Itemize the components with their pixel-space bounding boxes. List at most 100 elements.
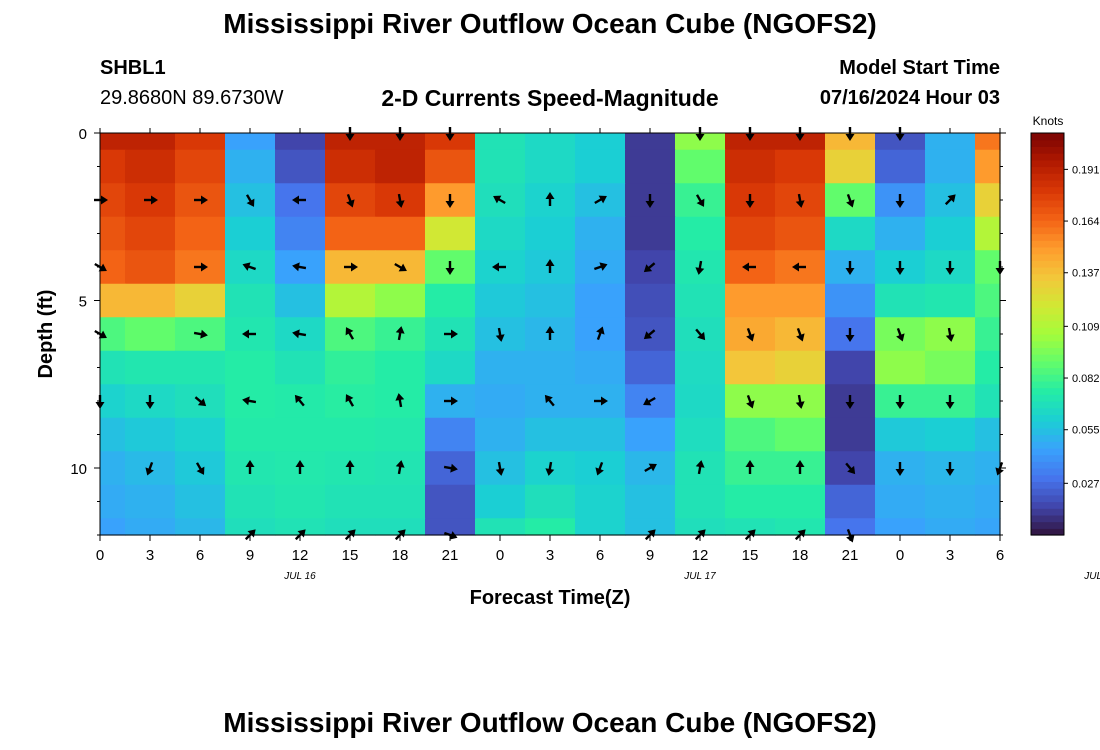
current-arrow-shaft bbox=[896, 327, 902, 337]
heatmap-cell bbox=[475, 484, 526, 519]
heatmap-cell bbox=[325, 518, 376, 536]
current-arrow-head bbox=[742, 262, 749, 272]
current-arrow-shaft bbox=[193, 331, 203, 336]
current-arrow-head bbox=[596, 326, 605, 335]
current-arrow bbox=[245, 460, 255, 474]
heatmap-cell bbox=[425, 518, 476, 536]
current-arrow-shaft bbox=[596, 331, 602, 341]
colorbar-swatch bbox=[1031, 347, 1064, 355]
colorbar-swatch bbox=[1031, 179, 1064, 188]
colorbar-swatch bbox=[1031, 193, 1064, 201]
current-arrow-head bbox=[292, 195, 299, 205]
current-arrow bbox=[194, 195, 208, 205]
current-arrow-head bbox=[695, 460, 705, 468]
current-arrow-shaft bbox=[695, 194, 703, 203]
x-tick-label: 0 bbox=[96, 547, 104, 564]
current-arrow-shaft bbox=[347, 331, 355, 340]
heatmap-cell bbox=[125, 317, 176, 352]
current-arrow-shaft bbox=[245, 194, 253, 203]
current-arrow bbox=[444, 396, 458, 406]
current-arrow bbox=[795, 394, 805, 409]
current-arrow bbox=[594, 396, 608, 406]
heatmap-cell bbox=[525, 518, 576, 536]
current-arrow bbox=[194, 262, 208, 272]
heatmap-cell bbox=[925, 149, 976, 184]
colorbar-swatch bbox=[1031, 320, 1064, 328]
heatmap-cell bbox=[475, 133, 526, 151]
colorbar-tick-label: 0.191 bbox=[1072, 164, 1100, 176]
current-arrow bbox=[895, 462, 905, 476]
current-arrow-head bbox=[451, 329, 458, 339]
current-arrow-head bbox=[945, 402, 955, 409]
current-arrow-head bbox=[196, 466, 205, 475]
figure-title-repeat: Mississippi River Outflow Ocean Cube (NG… bbox=[223, 707, 877, 738]
current-arrow bbox=[345, 394, 355, 407]
heatmap-cell bbox=[375, 283, 426, 318]
current-arrow bbox=[796, 327, 805, 342]
current-arrow-head bbox=[201, 195, 208, 205]
current-arrow-shaft bbox=[397, 193, 402, 203]
current-arrow-head bbox=[495, 468, 505, 476]
current-arrow-head bbox=[545, 259, 555, 266]
heatmap-cell bbox=[875, 417, 926, 452]
heatmap-cell bbox=[625, 350, 676, 385]
current-arrow bbox=[746, 327, 755, 342]
heatmap-cell bbox=[525, 149, 576, 184]
current-arrow-head bbox=[245, 460, 255, 467]
current-arrow-head bbox=[495, 334, 505, 342]
colorbar-swatch bbox=[1031, 387, 1064, 395]
heatmap-cell bbox=[575, 283, 626, 318]
current-arrow bbox=[945, 327, 955, 342]
heatmap-cell bbox=[125, 283, 176, 318]
current-arrow bbox=[193, 329, 208, 339]
heatmap-cell bbox=[225, 133, 276, 151]
current-arrow-shaft bbox=[594, 197, 603, 205]
colorbar-swatch bbox=[1031, 246, 1064, 255]
heatmap-cell bbox=[325, 484, 376, 519]
colorbar-tick-label: 0.164 bbox=[1072, 216, 1100, 228]
heatmap-cell bbox=[375, 216, 426, 251]
colorbar-swatch bbox=[1031, 367, 1064, 375]
current-arrow bbox=[742, 262, 756, 272]
heatmap-cell bbox=[525, 484, 576, 519]
current-arrow-shaft bbox=[947, 327, 952, 337]
current-arrow bbox=[695, 260, 705, 275]
current-arrow-head bbox=[395, 200, 405, 208]
current-arrow bbox=[194, 396, 207, 407]
current-arrow bbox=[695, 194, 705, 207]
heatmap-cell bbox=[725, 350, 776, 385]
current-arrow-shaft bbox=[647, 396, 656, 404]
heatmap-cell bbox=[825, 417, 876, 452]
colorbar-swatch bbox=[1031, 488, 1064, 496]
heatmap-cell bbox=[925, 484, 976, 519]
heatmap-cell bbox=[425, 417, 476, 452]
heatmap-cell bbox=[875, 484, 926, 519]
heatmap-cell bbox=[525, 133, 576, 151]
heatmap-cell bbox=[675, 484, 726, 519]
current-arrow-shaft bbox=[796, 327, 802, 337]
current-arrow bbox=[545, 461, 555, 476]
x-tick-label: 6 bbox=[596, 547, 604, 564]
heatmap-cell bbox=[425, 283, 476, 318]
current-arrow-head bbox=[200, 329, 208, 339]
current-arrow-shaft bbox=[247, 265, 257, 271]
current-arrow-shaft bbox=[944, 197, 953, 206]
current-arrow-shaft bbox=[194, 396, 203, 404]
current-arrow bbox=[644, 463, 657, 473]
heatmap-cell bbox=[675, 216, 726, 251]
colorbar-tick-label: 0.027 bbox=[1072, 478, 1100, 490]
heatmap-cell bbox=[125, 216, 176, 251]
heatmap-cell bbox=[375, 484, 426, 519]
x-axis-label: Forecast Time(Z) bbox=[470, 587, 631, 609]
heatmap-cell bbox=[625, 133, 676, 151]
heatmap-cell bbox=[375, 417, 426, 452]
current-arrow-shaft bbox=[94, 329, 103, 337]
heatmap-cell bbox=[475, 283, 526, 318]
current-arrow bbox=[845, 395, 855, 409]
colorbar-swatch bbox=[1031, 293, 1064, 302]
current-arrow bbox=[395, 460, 405, 475]
heatmap-cell bbox=[575, 149, 626, 184]
current-arrow bbox=[594, 195, 607, 205]
x-tick-label: 3 bbox=[546, 547, 554, 564]
current-arrow-head bbox=[847, 465, 856, 475]
